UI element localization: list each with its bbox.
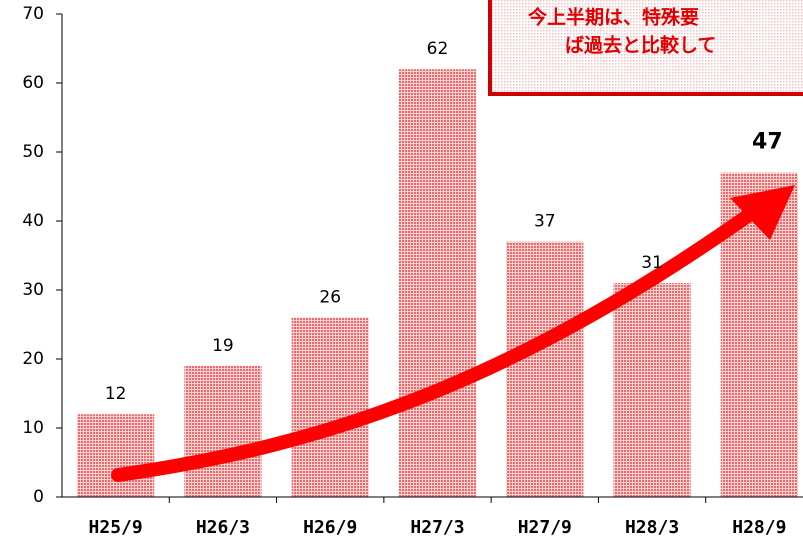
y-tick-label: 60 bbox=[22, 73, 44, 93]
bar bbox=[77, 414, 155, 497]
y-tick-label: 0 bbox=[33, 487, 44, 507]
value-label: 31 bbox=[641, 253, 663, 273]
trend-arrow bbox=[111, 193, 777, 482]
note-line: ば過去と比較して bbox=[565, 34, 716, 57]
x-tick-label: H26/9 bbox=[303, 517, 357, 538]
value-label: 12 bbox=[105, 384, 127, 404]
x-tick-label: H28/9 bbox=[732, 517, 786, 538]
bar bbox=[291, 317, 369, 497]
x-tick-label: H26/3 bbox=[196, 517, 250, 538]
bar bbox=[184, 365, 262, 497]
value-label: 47 bbox=[752, 130, 783, 155]
y-tick-label: 20 bbox=[22, 349, 44, 369]
value-label: 37 bbox=[534, 212, 556, 232]
bar bbox=[506, 241, 584, 497]
y-tick-label: 70 bbox=[22, 4, 44, 24]
bars bbox=[77, 69, 798, 497]
y-tick-label: 10 bbox=[22, 418, 44, 438]
note-box bbox=[488, 0, 803, 96]
arrow-head bbox=[730, 185, 795, 240]
value-label: 26 bbox=[319, 288, 341, 308]
x-tick-label: H25/9 bbox=[89, 517, 143, 538]
x-tick-label: H27/3 bbox=[410, 517, 464, 538]
x-tick-label: H28/3 bbox=[625, 517, 679, 538]
y-tick-label: 50 bbox=[22, 142, 44, 162]
y-tick-label: 40 bbox=[22, 211, 44, 231]
value-label: 62 bbox=[427, 39, 449, 59]
bar bbox=[613, 283, 691, 497]
bar bbox=[398, 69, 477, 497]
value-label: 19 bbox=[212, 336, 234, 356]
note-line: 今上半期は、特殊要 bbox=[527, 6, 699, 29]
y-tick-label: 30 bbox=[22, 280, 44, 300]
x-tick-label: H27/9 bbox=[518, 517, 572, 538]
